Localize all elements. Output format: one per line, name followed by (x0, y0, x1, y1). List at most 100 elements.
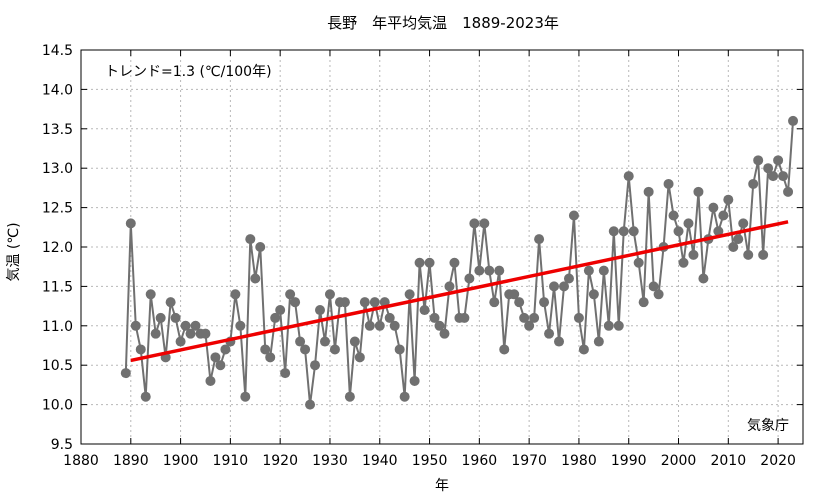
data-point (329, 344, 340, 355)
data-point (678, 257, 689, 268)
data-point (743, 249, 754, 260)
data-point (339, 297, 350, 308)
x-tick-label: 2020 (760, 453, 796, 469)
x-tick-label: 1930 (312, 453, 348, 469)
data-point (733, 234, 744, 245)
x-tick-label: 1880 (63, 453, 99, 469)
trend-layer (130, 220, 789, 363)
y-tick-label: 12.0 (42, 240, 73, 256)
data-point (568, 210, 579, 221)
data-point (190, 320, 201, 331)
data-point (628, 226, 639, 237)
x-axis-label: 年 (435, 478, 449, 494)
data-point (324, 289, 335, 300)
x-tick-label: 2010 (710, 453, 746, 469)
y-tick-label: 10.5 (42, 358, 73, 374)
data-point (364, 320, 375, 331)
data-point (529, 312, 540, 323)
data-point (399, 391, 410, 402)
data-point (444, 281, 455, 292)
data-point (235, 320, 246, 331)
y-tick-label: 14.0 (42, 82, 73, 98)
data-point (250, 273, 261, 284)
data-point (588, 289, 599, 300)
data-point (713, 226, 724, 237)
x-tick-label: 1940 (362, 453, 398, 469)
data-point (305, 399, 316, 410)
data-point (424, 257, 435, 268)
x-tick-label: 1950 (412, 453, 448, 469)
data-point (389, 320, 400, 331)
y-tick-label: 11.0 (42, 319, 73, 335)
data-point (125, 218, 136, 229)
data-point (180, 320, 191, 331)
data-point (514, 297, 525, 308)
data-point (215, 360, 226, 371)
data-point (255, 242, 266, 252)
data-point (275, 305, 286, 316)
data-point (449, 257, 460, 268)
trend-line (130, 220, 789, 363)
data-point (758, 249, 769, 260)
trend-annotation: トレンド=1.3 (℃/100年) (105, 64, 272, 80)
data-point (563, 273, 574, 284)
axis-ticks: 9.5 10.0 10.5 11.0 11.5 12.0 12.5 13.0 13.5 14.0 1… (42, 43, 803, 469)
data-point (748, 178, 759, 189)
data-point (608, 226, 619, 237)
data-point (150, 328, 161, 339)
data-point (145, 289, 156, 300)
data-point (479, 218, 490, 229)
x-tick-label: 1900 (163, 453, 199, 469)
data-point (708, 202, 719, 213)
x-tick-label: 1920 (262, 453, 298, 469)
data-point (439, 328, 450, 339)
data-point (285, 289, 296, 300)
data-point (240, 391, 251, 402)
y-tick-label: 13.0 (42, 161, 73, 177)
data-point (558, 281, 569, 292)
data-point (120, 368, 131, 379)
data-point (205, 375, 216, 386)
data-point (484, 265, 495, 276)
data-point (165, 297, 176, 308)
data-point (295, 336, 306, 347)
data-point (319, 336, 330, 347)
x-tick-label: 1990 (611, 453, 647, 469)
y-tick-label: 13.5 (42, 122, 73, 138)
data-point (170, 312, 181, 323)
data-point (603, 320, 614, 331)
data-point (643, 186, 654, 197)
data-point (663, 178, 674, 189)
data-point (369, 297, 380, 308)
data-point (374, 320, 385, 331)
data-point (653, 289, 664, 300)
data-point (554, 336, 565, 347)
y-tick-label: 11.5 (42, 279, 73, 295)
data-point (688, 249, 699, 260)
x-tick-label: 2000 (661, 453, 697, 469)
data-point (220, 344, 231, 355)
data-point (469, 218, 480, 229)
y-tick-label: 12.5 (42, 201, 73, 217)
data-point (404, 289, 415, 300)
data-point (728, 242, 739, 252)
data-point (593, 336, 604, 347)
data-point (409, 375, 420, 386)
data-point (583, 265, 594, 276)
data-point (290, 297, 301, 308)
data-point (280, 368, 291, 379)
data-point (140, 391, 151, 402)
data-point (573, 312, 584, 323)
y-tick-label: 9.5 (51, 437, 73, 453)
data-point (245, 234, 256, 245)
data-point (489, 297, 500, 308)
data-point (613, 320, 624, 331)
data-point (623, 171, 634, 182)
data-point (673, 226, 684, 237)
data-point (359, 297, 370, 308)
data-point (130, 320, 141, 331)
data-point (419, 305, 430, 316)
data-point (429, 312, 440, 323)
data-point (534, 234, 545, 245)
data-point (394, 344, 405, 355)
